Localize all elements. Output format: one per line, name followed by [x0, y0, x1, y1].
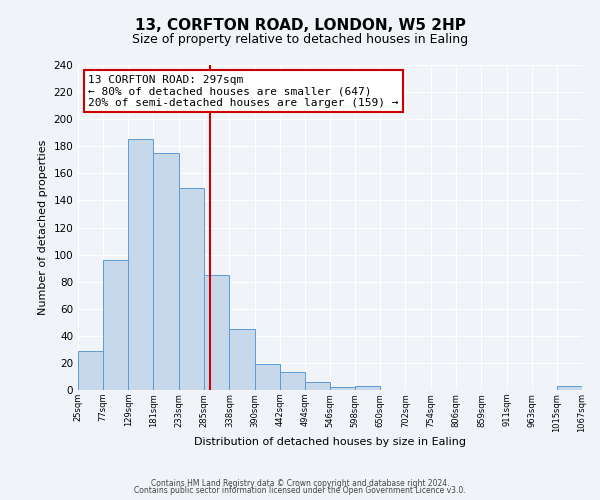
Bar	[179, 188, 204, 390]
Text: 13 CORFTON ROAD: 297sqm
← 80% of detached houses are smaller (647)
20% of semi-d: 13 CORFTON ROAD: 297sqm ← 80% of detache…	[88, 74, 398, 108]
Bar	[154, 153, 179, 390]
Bar	[305, 382, 330, 390]
Bar	[103, 260, 128, 390]
Text: Size of property relative to detached houses in Ealing: Size of property relative to detached ho…	[132, 32, 468, 46]
X-axis label: Distribution of detached houses by size in Ealing: Distribution of detached houses by size …	[194, 438, 466, 448]
Text: Contains HM Land Registry data © Crown copyright and database right 2024.: Contains HM Land Registry data © Crown c…	[151, 478, 449, 488]
Text: 13, CORFTON ROAD, LONDON, W5 2HP: 13, CORFTON ROAD, LONDON, W5 2HP	[134, 18, 466, 32]
Bar	[280, 372, 305, 390]
Bar	[229, 329, 254, 390]
Bar	[330, 388, 355, 390]
Bar	[128, 140, 154, 390]
Text: Contains public sector information licensed under the Open Government Licence v3: Contains public sector information licen…	[134, 486, 466, 495]
Bar	[557, 386, 582, 390]
Bar	[204, 275, 229, 390]
Bar	[355, 386, 380, 390]
Y-axis label: Number of detached properties: Number of detached properties	[38, 140, 48, 315]
Bar	[78, 350, 103, 390]
Bar	[254, 364, 280, 390]
